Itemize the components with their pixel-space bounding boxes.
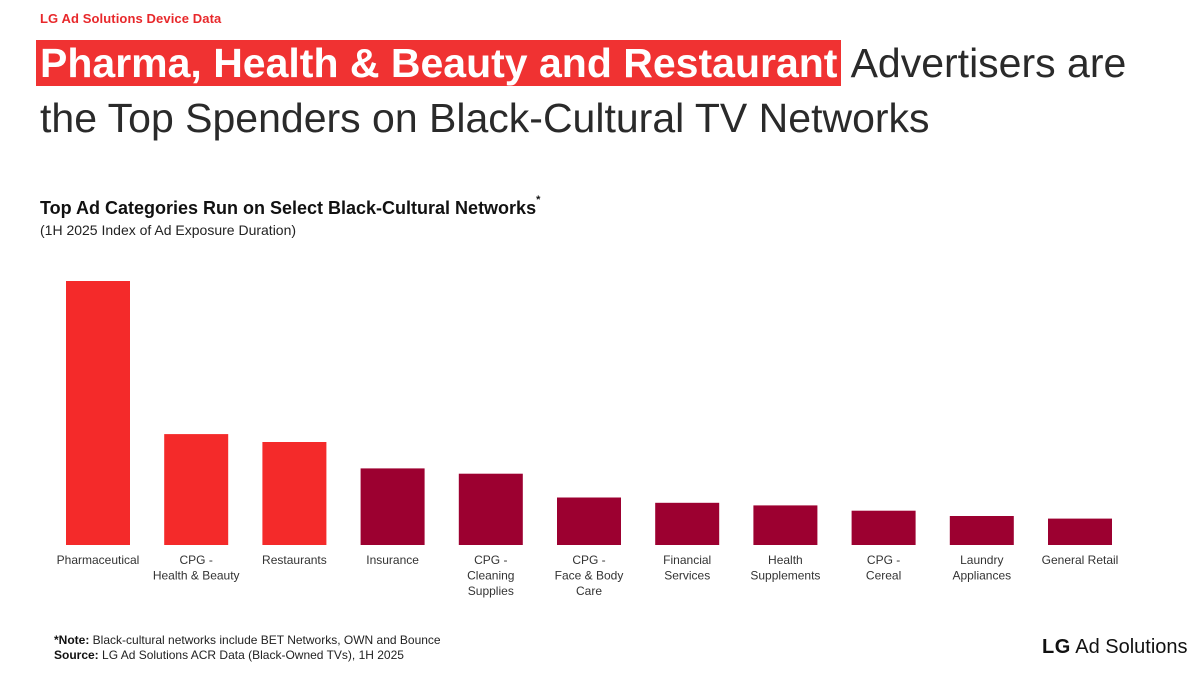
tick-label-line: CPG - [474,553,507,567]
bar-3 [360,468,425,545]
eyebrow-label: LG Ad Solutions Device Data [40,11,222,26]
bar-0 [66,281,130,545]
tick-label-line: Services [664,569,710,583]
brand-rest: Ad Solutions [1070,636,1188,658]
source-label: Source: [54,648,99,662]
tick-label-line: Health [768,553,803,567]
tick-label-line: Pharmaceutical [57,553,140,567]
tick-label-line: Supplements [750,569,820,583]
chart-title-asterisk: * [536,194,541,206]
tick-label-6: Financial Services [663,553,711,583]
headline-rest: Advertisers are the Top Spenders on Blac… [40,40,1127,141]
tick-label-8: CPG - Cereal [866,553,901,583]
source-line: Source: LG Ad Solutions ACR Data (Black-… [54,648,441,663]
tick-label-line: Restaurants [262,553,327,567]
tick-label-line: Face & Body [555,569,624,583]
headline: Pharma, Health & Beauty and Restaurant A… [36,36,1180,146]
tick-label-line: CPG - [867,553,900,567]
tick-label-line: Appliances [952,569,1011,583]
tick-label-7: Health Supplements [750,553,820,583]
brand-lg: LG [1042,636,1071,658]
tick-label-line: Insurance [366,553,419,567]
tick-label-2: Restaurants [262,553,327,567]
tick-label-line: CPG - [572,553,605,567]
bar-9 [949,516,1014,545]
chart-title: Top Ad Categories Run on Select Black-Cu… [40,194,540,219]
tick-label-1: CPG - Health & Beauty [153,553,240,583]
source-text: LG Ad Solutions ACR Data (Black-Owned TV… [98,648,404,662]
headline-highlight: Pharma, Health & Beauty and Restaurant [36,40,842,86]
bar-1 [164,434,229,545]
bar-7 [753,505,818,545]
bar-5 [557,497,621,545]
tick-label-line: Cleaning [467,569,514,583]
brand-logo: LG Ad Solutions [1042,636,1188,659]
bar-8 [851,510,916,545]
tick-label-line: Supplies [468,584,514,598]
tick-label-line: Laundry [960,553,1003,567]
note-text: Black-cultural networks include BET Netw… [89,633,441,647]
bar-4 [458,473,523,545]
tick-label-line: Health & Beauty [153,569,240,583]
tick-label-line: General Retail [1042,553,1119,567]
tick-label-4: CPG - Cleaning Supplies [467,553,514,598]
bar-10 [1048,518,1112,545]
chart-title-text: Top Ad Categories Run on Select Black-Cu… [40,198,537,218]
tick-label-9: Laundry Appliances [952,553,1011,583]
bar-6 [655,502,720,545]
tick-label-line: Cereal [866,569,901,583]
tick-label-0: Pharmaceutical [57,553,140,567]
bar-2 [262,442,327,545]
note-label: *Note: [54,633,90,647]
note-line: *Note: Black-cultural networks include B… [54,633,441,648]
tick-label-line: CPG - [180,553,213,567]
chart-subtitle: (1H 2025 Index of Ad Exposure Duration) [40,222,297,238]
tick-label-line: Care [576,584,602,598]
footnote: *Note: Black-cultural networks include B… [54,633,441,663]
tick-label-10: General Retail [1042,553,1119,567]
tick-label-line: Financial [663,553,711,567]
tick-label-5: CPG - Face & Body Care [555,553,624,598]
tick-label-3: Insurance [366,553,419,567]
